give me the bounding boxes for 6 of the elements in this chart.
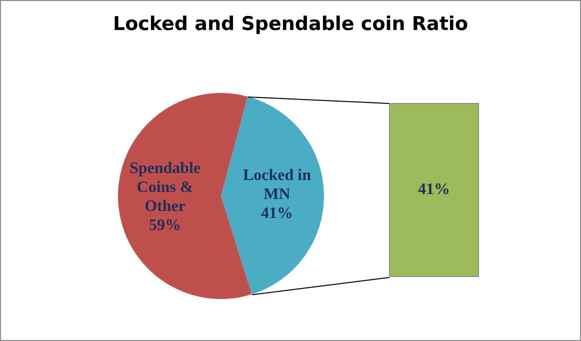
data-label: 59% <box>149 216 182 234</box>
data-label: 41% <box>260 204 293 222</box>
slice-label: Spendable Coins & Other <box>129 160 201 215</box>
text: 41% <box>417 180 451 200</box>
chart-title: Locked and Spendable coin Ratio <box>112 13 470 35</box>
slice-label: Locked in MN <box>242 166 312 203</box>
